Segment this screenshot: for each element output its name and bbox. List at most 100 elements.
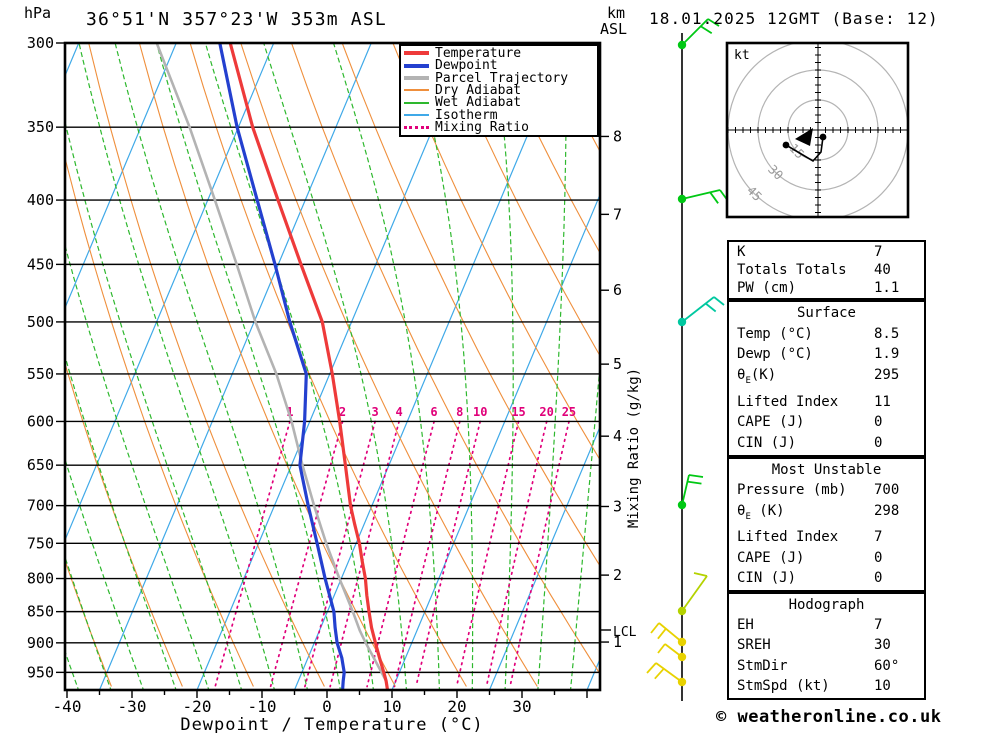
wet-adiabat-line xyxy=(65,354,177,690)
pressure-unit-label: hPa xyxy=(24,4,52,22)
wind-barb xyxy=(677,296,725,327)
km-tick-label: 3 xyxy=(613,497,622,515)
table-row-label: Lifted Index xyxy=(737,393,839,410)
skewt-background xyxy=(65,43,600,690)
isotherm-line xyxy=(488,425,600,690)
pressure-tick-label: 900 xyxy=(27,634,54,652)
wind-barb xyxy=(677,572,708,616)
isotherm-line xyxy=(196,43,470,690)
table-row-label: θE (K) xyxy=(729,503,785,521)
wet-adiabat-line xyxy=(412,43,474,690)
theta-symbol: θ xyxy=(737,367,746,384)
pressure-tick-label: 850 xyxy=(27,603,54,621)
table-row-value: 7 xyxy=(874,243,883,260)
table-row: Lifted Index 11 xyxy=(729,393,924,410)
dry-adiabat-line xyxy=(290,43,600,675)
dry-adiabat-line xyxy=(88,43,325,687)
km-unit-label: km xyxy=(607,4,626,22)
wet-adiabat-line xyxy=(493,43,514,690)
x-axis-title: Dewpoint / Temperature (°C) xyxy=(180,715,483,733)
mixing-ratio-line xyxy=(485,420,548,688)
wind-barb-shaft xyxy=(655,662,683,683)
mixing-ratio-label: 8 xyxy=(456,405,463,419)
table-row: StmSpd (kt) 10 xyxy=(729,679,924,694)
wet-adiabat-line xyxy=(155,43,342,690)
pressure-tick-label: 550 xyxy=(27,365,54,383)
table-row: Dewp (°C) 1.9 xyxy=(729,347,924,362)
pressure-tick-label: 750 xyxy=(27,534,54,552)
wind-barb-tick xyxy=(709,191,719,204)
table-row: SREH 30 xyxy=(729,638,924,653)
table-title: Most Unstable xyxy=(771,461,882,478)
table-row: θE(K) 295 xyxy=(729,368,924,389)
table-row-value: 10 xyxy=(874,678,891,695)
table-row-value: 7 xyxy=(874,617,883,634)
temp-tick-label: 30 xyxy=(512,697,531,716)
legend-row: Mixing Ratio xyxy=(401,120,597,136)
table-row-value: 298 xyxy=(874,502,900,519)
hodograph-trace-dot xyxy=(782,141,790,149)
theta-subscript: E xyxy=(745,375,751,386)
mixing-ratio-label: 2 xyxy=(339,405,346,419)
legend: Temperature Dewpoint Parcel Trajectory Dry … xyxy=(399,44,599,137)
copyright-label: © weatheronline.co.uk xyxy=(716,707,942,727)
stats-table-surface: Surface Temp (°C) 8.5 Dewp (°C) 1.9 θE(K) 295 L… xyxy=(727,300,926,457)
dry-adiabat-line xyxy=(392,43,600,461)
legend-swatch-wet-adiabat xyxy=(404,101,429,104)
mixing-ratio-label: 20 xyxy=(539,405,553,419)
wind-barb-tick xyxy=(688,474,704,478)
legend-row: Wet Adiabat xyxy=(401,95,597,110)
legend-row: Dewpoint xyxy=(401,58,597,73)
table-row-label: K xyxy=(737,243,746,260)
isotherm-line xyxy=(98,43,372,690)
lcl-label: LCL xyxy=(613,625,637,640)
table-row: PW (cm) 1.1 xyxy=(729,280,924,296)
wet-adiabat-line xyxy=(263,43,408,690)
wet-adiabat-line xyxy=(65,243,210,690)
table-row-label: StmSpd (kt) xyxy=(737,678,830,695)
legend-row: Dry Adiabat xyxy=(401,83,597,98)
isotherm-line xyxy=(293,43,567,690)
wind-barb-tick xyxy=(705,302,717,313)
wind-barb-tick xyxy=(650,622,660,634)
temp-tick-label: -30 xyxy=(118,697,147,716)
wind-barb-tick xyxy=(713,296,725,306)
legend-label: Temperature xyxy=(435,45,522,61)
table-row-label: StmDir xyxy=(737,657,788,674)
mixing-ratio-line xyxy=(415,420,482,688)
table-row-value: 30 xyxy=(874,637,891,654)
isotherm-line xyxy=(65,43,177,310)
asl-unit-label: ASL xyxy=(600,20,628,38)
legend-label: Mixing Ratio xyxy=(435,120,529,136)
table-row-value: 700 xyxy=(874,482,900,499)
legend-label: Parcel Trajectory xyxy=(435,70,569,86)
page-title: 36°51'N 357°23'W 353m ASL xyxy=(86,9,387,30)
hodograph-unit-label: kt xyxy=(734,48,750,63)
pressure-tick-label: 400 xyxy=(27,191,54,209)
dry-adiabat-line xyxy=(443,43,600,357)
wet-adiabat-line xyxy=(65,555,112,690)
table-row-value: 60° xyxy=(874,657,900,674)
mixing-ratio-label: 25 xyxy=(562,405,576,419)
table-row: Lifted Index 7 xyxy=(729,530,924,545)
wind-barb xyxy=(677,189,729,204)
table-row-label: Temp (°C) xyxy=(737,325,813,342)
table-row-value: 0 xyxy=(874,570,883,587)
temp-tick-label: -10 xyxy=(248,697,277,716)
table-row: Temp (°C) 8.5 xyxy=(729,325,924,342)
wind-barb xyxy=(677,474,704,510)
table-row-label: CIN (J) xyxy=(737,570,797,587)
table-title: Surface xyxy=(796,304,856,321)
wind-barb-tick xyxy=(657,643,666,654)
table-row-value: 0 xyxy=(874,414,883,431)
temperature-curve xyxy=(228,43,390,690)
pressure-tick-label: 650 xyxy=(27,456,54,474)
table-row: CAPE (J) 0 xyxy=(729,415,924,430)
wind-barb-tick xyxy=(657,628,667,640)
parcel-trajectory-curve xyxy=(155,43,389,690)
table-row-label: EH xyxy=(737,617,754,634)
temp-tick-label: 20 xyxy=(447,697,466,716)
dry-adiabat-line xyxy=(65,361,183,687)
